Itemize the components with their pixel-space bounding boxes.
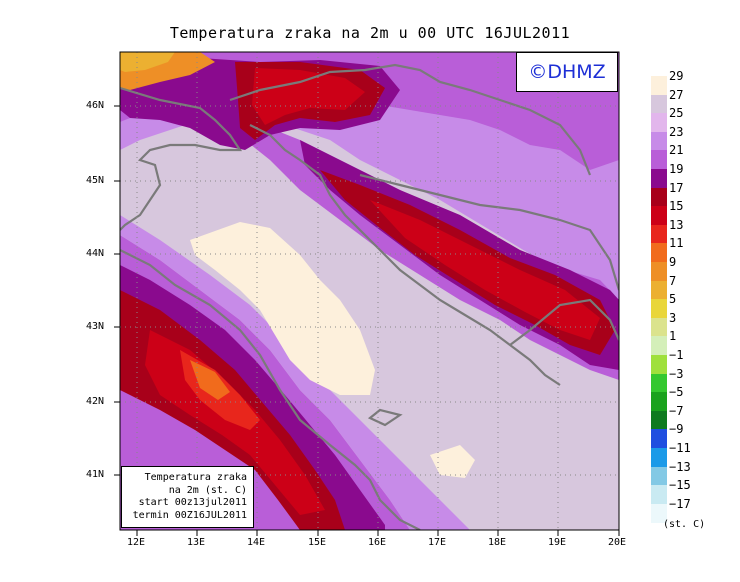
copyright-badge: ©DHMZ [516, 52, 618, 92]
lon-label-20e: 20E [608, 537, 627, 548]
field-warm-south [430, 445, 475, 478]
info-line-units: na 2m (st. C) [168, 484, 247, 496]
coastline-italy-south [120, 249, 421, 530]
lon-label-13e: 13E [187, 537, 206, 548]
legend-swatch [651, 410, 667, 430]
legend-swatch [651, 150, 667, 170]
legend-label: 1 [669, 329, 677, 344]
legend-label: 25 [669, 106, 684, 121]
legend-swatch [651, 224, 667, 244]
legend-swatch [651, 131, 667, 151]
temperature-field [120, 52, 619, 530]
legend-swatch [651, 392, 667, 412]
legend-swatch [651, 76, 667, 95]
border-north [229, 63, 592, 176]
legend-label: 15 [669, 199, 684, 214]
legend-swatch [651, 262, 667, 281]
field-purple-south [120, 215, 470, 530]
border-south [509, 298, 619, 346]
border-bih [359, 173, 619, 291]
info-line-start: start 00z13jul2011 [138, 497, 247, 508]
coastline-italy-east [120, 86, 243, 231]
lon-label-17e: 17E [428, 537, 447, 548]
legend-swatch [651, 503, 667, 523]
lat-label-41n: 41N [86, 469, 105, 480]
legend-swatch [651, 317, 667, 337]
legend-swatch [651, 429, 667, 449]
lat-label-44n: 44N [86, 248, 105, 259]
field-orange-peak [190, 360, 230, 400]
legend-swatch [651, 485, 667, 505]
legend-label: −15 [669, 478, 691, 493]
legend-label: −3 [669, 366, 684, 381]
legend-swatch [651, 169, 667, 188]
field-warm-sea [190, 222, 375, 395]
lon-label-16e: 16E [368, 537, 387, 548]
legend-label: 23 [669, 124, 684, 139]
lon-label-19e: 19E [548, 537, 567, 548]
lon-label-14e: 14E [247, 537, 266, 548]
coastline-croatia [249, 124, 561, 386]
map-frame [119, 51, 620, 531]
legend-label: −1 [669, 348, 684, 362]
legend-label: −13 [669, 459, 691, 474]
legend-swatch [651, 466, 667, 486]
coastlines [120, 63, 619, 530]
legend-swatch [651, 336, 667, 356]
graticule [120, 52, 619, 530]
legend-units: (st. C) [663, 519, 706, 530]
legend-swatch [651, 206, 667, 226]
legend-label: 7 [669, 273, 677, 288]
legend-label: 17 [669, 180, 684, 195]
lat-label-45n: 45N [86, 175, 105, 186]
lon-label-12e: 12E [127, 537, 146, 548]
legend-label: −9 [669, 422, 684, 437]
legend-label: −5 [669, 385, 684, 400]
legend-swatch [651, 355, 667, 374]
legend-label: 13 [669, 217, 684, 232]
legend-swatch [651, 299, 667, 319]
legend-label: 9 [669, 255, 677, 269]
lat-label-42n: 42N [86, 396, 105, 407]
legend-swatch [651, 280, 667, 300]
legend-label: 3 [669, 310, 677, 325]
legend-label: 29 [669, 69, 684, 83]
legend-swatch [651, 373, 667, 393]
legend-label: −7 [669, 403, 684, 418]
info-line-valid: termin 00Z16JUL2011 [132, 509, 247, 521]
info-line-variable: Temperatura zraka [144, 472, 247, 483]
field-yellow-corner [120, 52, 175, 72]
legend-label: 27 [669, 87, 684, 102]
legend-swatch [651, 243, 667, 263]
legend-label: −11 [669, 441, 691, 455]
axis-ticks [114, 105, 620, 536]
legend-swatch [651, 448, 667, 467]
lon-label-18e: 18E [488, 537, 507, 548]
info-box: Temperatura zraka na 2m (st. C) start 00… [121, 466, 254, 528]
legend-label: 21 [669, 143, 684, 158]
lon-label-15e: 15E [308, 537, 327, 548]
field-bright-north [252, 68, 365, 125]
map-title: Temperatura zraka na 2m u 00 UTC 16JUL20… [169, 24, 571, 42]
legend-swatch [651, 187, 667, 207]
lat-label-46n: 46N [86, 100, 105, 111]
legend-label: 5 [669, 292, 677, 307]
legend-swatch [651, 113, 667, 133]
legend-label: −17 [669, 496, 691, 511]
field-bright-dinaric [370, 200, 600, 340]
legend-swatch [651, 94, 667, 114]
island-gargano [367, 408, 403, 427]
legend-label: 19 [669, 162, 684, 176]
lat-label-43n: 43N [86, 321, 105, 332]
legend-label: 11 [669, 236, 684, 251]
